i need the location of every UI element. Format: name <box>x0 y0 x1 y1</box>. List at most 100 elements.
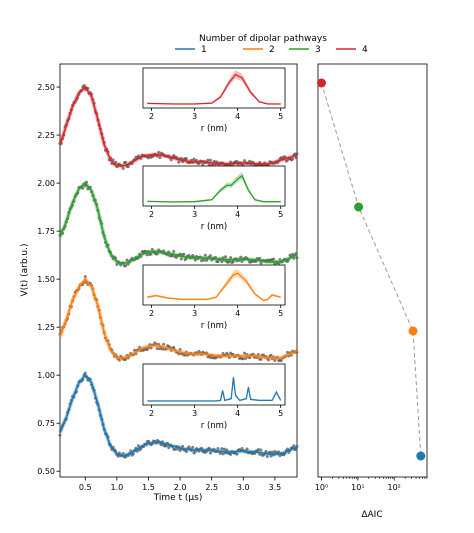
data-point <box>295 256 299 260</box>
data-point <box>146 156 150 160</box>
main-y-tick-label: 0.75 <box>37 419 55 428</box>
aic-connector-line <box>321 82 422 457</box>
data-point <box>256 353 260 357</box>
data-point <box>293 152 297 156</box>
data-point <box>259 357 263 361</box>
data-point <box>270 450 274 454</box>
aic-x-tick-label: 10² <box>387 483 400 492</box>
data-point <box>172 345 176 349</box>
data-point <box>278 257 282 261</box>
data-point <box>157 150 161 154</box>
data-point <box>162 249 166 253</box>
main-x-tick-label: 1.0 <box>111 483 124 492</box>
data-point <box>224 255 228 259</box>
data-point <box>184 157 188 161</box>
legend-label-3: 3 <box>315 45 321 55</box>
data-point <box>206 158 210 162</box>
data-point <box>268 450 272 454</box>
inset-4: 2 3 4 5 r (nm) <box>142 67 286 134</box>
data-point <box>222 447 226 451</box>
data-point <box>245 352 249 356</box>
inset-x-tick-label: 3 <box>192 409 197 418</box>
main-y-tick-label: 2.50 <box>37 83 55 92</box>
aic-point-4 <box>317 78 327 88</box>
data-point <box>256 448 260 452</box>
data-point <box>116 454 120 458</box>
data-point <box>240 446 244 450</box>
data-point <box>155 252 159 256</box>
legend-label-2: 2 <box>269 45 275 55</box>
data-point <box>277 450 281 454</box>
inset-x-tick-label: 5 <box>278 210 283 219</box>
data-point <box>187 253 191 257</box>
legend: Number of dipolar pathways 1 2 3 4 <box>175 34 368 55</box>
data-point <box>149 346 153 350</box>
inset-x-label: r (nm) <box>201 222 228 232</box>
data-point <box>262 353 266 357</box>
main-panel: 0.5 1.0 1.5 2.0 2.5 3.0 3.5 0.50 0.75 1.00 1.25 1.5… <box>20 63 299 503</box>
series-2-fit <box>59 277 298 359</box>
data-point <box>229 256 233 260</box>
series-4-fit <box>59 85 298 167</box>
data-point <box>286 447 290 451</box>
main-y-tick-label: 1.00 <box>37 371 55 380</box>
inset-1: 2 3 4 5 r (nm) <box>142 363 286 431</box>
data-point <box>245 447 249 451</box>
data-point <box>269 353 273 357</box>
data-point <box>243 351 247 355</box>
data-point <box>169 158 173 162</box>
data-point <box>193 450 197 454</box>
data-point <box>267 358 271 362</box>
data-point <box>159 443 163 447</box>
data-point <box>179 257 183 261</box>
inset-x-tick-label: 2 <box>149 309 154 318</box>
main-y-tick-label: 1.25 <box>37 323 55 332</box>
data-point <box>208 356 212 360</box>
data-point <box>83 275 87 279</box>
data-point <box>200 446 204 450</box>
inset-x-tick-label: 5 <box>278 409 283 418</box>
data-point <box>149 252 153 256</box>
data-point <box>221 452 225 456</box>
data-point <box>235 452 239 456</box>
data-point <box>278 454 282 458</box>
data-point <box>162 342 166 346</box>
data-point <box>183 353 187 357</box>
series-3-fit <box>59 181 298 265</box>
data-point <box>216 260 220 264</box>
inset-x-tick-label: 4 <box>235 309 240 318</box>
data-point <box>220 447 224 451</box>
aic-point-1 <box>416 451 426 461</box>
data-point <box>294 156 298 160</box>
data-point <box>272 257 276 261</box>
data-point <box>279 358 283 362</box>
data-point <box>129 449 133 453</box>
data-point <box>258 256 262 260</box>
main-y-label: V(t) (arb.u.) <box>20 244 30 297</box>
inset-x-tick-label: 5 <box>278 112 283 121</box>
series-1-fit <box>59 373 298 457</box>
data-point <box>82 84 86 88</box>
inset-uncertainty-band <box>147 171 281 203</box>
inset-x-tick-label: 3 <box>192 112 197 121</box>
data-point <box>269 454 273 458</box>
main-axes-frame <box>59 63 298 478</box>
inset-panels: 2 3 4 5 r (nm) 2 3 4 5 r (nm) 2 3 4 5 r (nm) 2 3 4 5 r (nm) <box>142 67 286 431</box>
main-y-tick-label: 2.00 <box>37 179 55 188</box>
inset-x-tick-label: 3 <box>192 210 197 219</box>
data-point <box>150 247 154 251</box>
data-point <box>170 254 174 258</box>
data-point <box>155 347 159 351</box>
data-point <box>203 253 207 257</box>
data-point <box>221 256 225 260</box>
inset-x-tick-label: 3 <box>192 309 197 318</box>
data-point <box>191 445 195 449</box>
inset-distribution-line <box>147 272 281 302</box>
data-point <box>225 448 229 452</box>
data-point <box>115 263 119 267</box>
aic-panel: 10⁰ 10¹ 10² ΔAIC <box>315 63 428 520</box>
data-point <box>121 451 125 455</box>
data-point <box>241 357 245 361</box>
data-point <box>160 347 164 351</box>
